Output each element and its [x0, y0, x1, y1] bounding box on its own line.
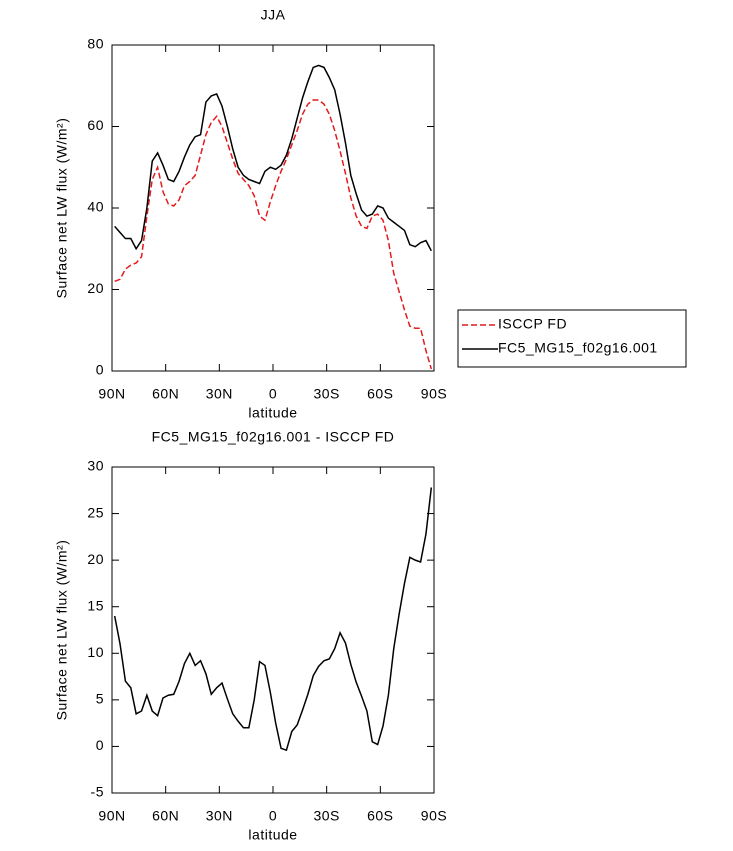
x-tick-label: 0 [269, 386, 277, 402]
y-tick-label: 10 [87, 644, 104, 660]
y-tick-label: 0 [96, 362, 104, 378]
x-axis-label: latitude [248, 827, 297, 843]
data-line [114, 99, 433, 370]
y-tick-label: 40 [87, 199, 104, 215]
x-tick-label: 90S [421, 386, 447, 402]
x-axis-label: latitude [248, 405, 297, 421]
x-tick-label: 60N [152, 808, 179, 824]
legend-box [457, 309, 687, 368]
plot-frame [111, 44, 435, 372]
y-tick-label: 5 [96, 691, 104, 707]
y-axis-label: Surface net LW flux (W/m²) [54, 118, 70, 299]
chart-title: FC5_MG15_f02g16.001 - ISCCP FD [152, 429, 395, 445]
y-tick-label: -5 [91, 784, 104, 800]
x-tick-label: 90N [98, 386, 125, 402]
chart-title: JJA [261, 7, 286, 23]
y-tick-label: 0 [96, 737, 104, 753]
y-tick-label: 25 [87, 504, 104, 520]
x-tick-label: 30N [206, 808, 233, 824]
y-axis-label: Surface net LW flux (W/m²) [54, 540, 70, 721]
y-tick-label: 60 [87, 117, 104, 133]
plot-frame [111, 466, 435, 794]
legend-label: ISCCP FD [498, 316, 567, 332]
x-tick-label: 90N [98, 808, 125, 824]
x-tick-label: 60S [367, 808, 393, 824]
x-tick-label: 0 [269, 808, 277, 824]
x-tick-label: 60S [367, 386, 393, 402]
y-tick-label: 15 [87, 597, 104, 613]
x-tick-label: 30S [313, 386, 339, 402]
y-tick-label: 30 [87, 458, 104, 474]
x-tick-label: 30N [206, 386, 233, 402]
x-tick-label: 90S [421, 808, 447, 824]
data-line [114, 64, 432, 252]
y-tick-label: 20 [87, 551, 104, 567]
legend-label: FC5_MG15_f02g16.001 [498, 340, 658, 356]
x-tick-label: 30S [313, 808, 339, 824]
y-tick-label: 80 [87, 36, 104, 52]
data-line [113, 487, 433, 752]
x-tick-label: 60N [152, 386, 179, 402]
y-tick-label: 20 [87, 280, 104, 296]
